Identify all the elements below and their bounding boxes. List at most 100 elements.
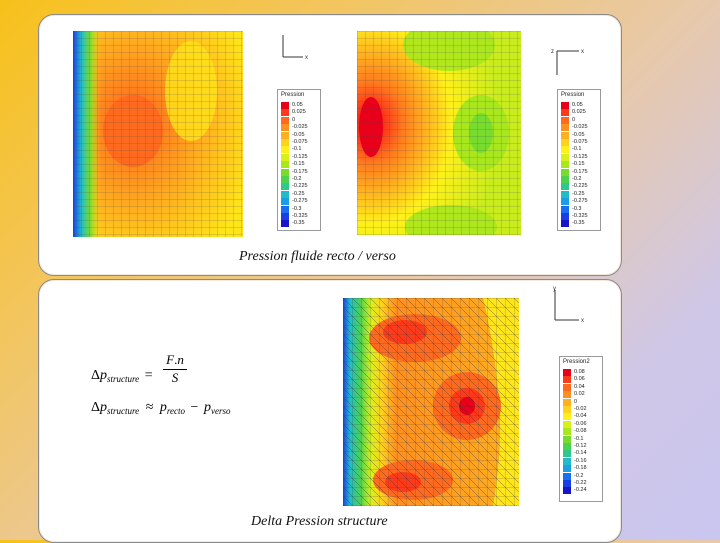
legend-entry: -0.25	[281, 190, 305, 198]
legend-label: -0.35	[572, 220, 585, 227]
legend-entry: -0.175	[561, 168, 588, 176]
legend-entry: -0.275	[281, 198, 308, 206]
legend-swatch	[563, 487, 571, 495]
legend-entry: -0.3	[561, 205, 581, 213]
legend-label: -0.1	[292, 146, 302, 153]
legend-swatch	[561, 190, 569, 198]
legend-entry: -0.15	[561, 161, 585, 169]
legend-swatch	[563, 398, 571, 406]
legend-label: 0.05	[292, 102, 303, 108]
legend-entry: 0	[563, 398, 578, 406]
legend-entry: -0.35	[281, 220, 305, 228]
pressure-plot-recto	[73, 31, 243, 237]
legend-swatch	[561, 220, 569, 228]
axes-icon: x	[282, 35, 308, 61]
legend-entry: 0.05	[561, 102, 583, 109]
legend-entry: -0.06	[563, 420, 587, 428]
legend-label: 0.02	[574, 391, 585, 398]
legend-label: 0.025	[572, 109, 586, 116]
legend-swatch	[561, 168, 569, 176]
legend-swatch	[281, 161, 289, 169]
legend-entry: -0.275	[561, 198, 588, 206]
legend-swatch	[563, 443, 571, 450]
legend-swatch	[281, 176, 289, 183]
legend-entry: -0.04	[563, 413, 587, 421]
legend-swatch	[561, 116, 569, 124]
legend-swatch	[563, 391, 571, 399]
legend-entry: -0.2	[563, 472, 583, 480]
legend-entry: 0.025	[561, 109, 586, 117]
legend-label: -0.15	[292, 161, 305, 168]
legend-label: -0.04	[574, 413, 587, 420]
legend-entry: -0.2	[281, 176, 301, 183]
legend-entry: -0.22	[563, 480, 587, 487]
legend-label: 0.08	[574, 369, 585, 375]
legend-label: -0.175	[292, 168, 308, 175]
axes-icon: x z	[551, 49, 584, 75]
legend-label: -0.025	[572, 124, 588, 131]
legend-swatch	[563, 413, 571, 421]
legend-label: -0.1	[574, 435, 584, 442]
legend-swatch	[281, 213, 289, 220]
bottom-panel: Δpstructure = F.n S Δpstructure ≈ precto…	[38, 279, 622, 543]
legend-label: -0.225	[292, 183, 308, 190]
legend-swatch	[281, 220, 289, 228]
legend-entry: -0.16	[563, 457, 587, 465]
legend-label: -0.14	[574, 450, 587, 457]
legend-label: -0.325	[572, 213, 588, 219]
legend-swatch	[561, 205, 569, 213]
legend-label: 0.025	[292, 109, 306, 116]
legend-label: -0.18	[574, 465, 587, 472]
legend-swatch	[563, 383, 571, 391]
color-legend-recto: Pression 0.05 0.025 0 -0.025 -0.05 -0.075 -0.1…	[277, 89, 321, 231]
legend-swatch	[281, 153, 289, 161]
legend-label: -0.02	[574, 406, 587, 412]
legend-label: -0.3	[292, 205, 302, 212]
legend-swatch	[281, 146, 289, 154]
svg-text:x: x	[581, 318, 584, 324]
legend-label: -0.05	[292, 131, 305, 138]
legend-label: -0.25	[572, 190, 585, 197]
legend-entry: 0.08	[563, 369, 585, 376]
legend-label: -0.08	[574, 428, 587, 435]
legend-entry: 0	[281, 116, 296, 124]
legend-swatch	[561, 198, 569, 206]
legend-swatch	[281, 102, 289, 109]
legend-swatch	[563, 376, 571, 384]
legend-label: 0	[292, 116, 296, 123]
legend-label: 0	[572, 116, 576, 123]
legend-swatch	[563, 472, 571, 480]
legend-swatch	[561, 213, 569, 220]
legend-label: -0.125	[572, 153, 588, 160]
legend-swatch	[561, 124, 569, 132]
legend-label: -0.275	[572, 198, 588, 205]
legend-entry: 0.05	[281, 102, 303, 109]
legend-swatch	[563, 406, 571, 413]
legend-swatch	[281, 168, 289, 176]
legend-label: -0.35	[292, 220, 305, 227]
legend-swatch	[561, 139, 569, 146]
legend-label: -0.325	[292, 213, 308, 219]
top-panel: x Pression 0.05 0.025 0 -0.025 -0.05 -0.075 -0…	[38, 14, 622, 276]
legend-entry: -0.12	[563, 443, 587, 450]
legend-entry: -0.1	[563, 435, 584, 443]
legend-label: 0.06	[574, 376, 585, 383]
legend-title: Pression	[561, 92, 585, 98]
legend-label: -0.275	[292, 198, 308, 205]
legend-entry: 0.02	[563, 391, 585, 399]
legend-label: -0.225	[572, 183, 588, 190]
legend-entry: -0.2	[561, 176, 581, 183]
legend-entry: -0.05	[281, 131, 305, 139]
legend-entry: -0.125	[561, 153, 588, 161]
legend-entry: -0.14	[563, 450, 587, 458]
legend-swatch	[563, 457, 571, 465]
legend-entry: -0.125	[281, 153, 308, 161]
legend-label: -0.075	[292, 139, 308, 145]
legend-label: -0.2	[292, 176, 302, 182]
legend-entry: -0.02	[563, 406, 587, 413]
legend-label: -0.125	[292, 153, 308, 160]
legend-label: 0	[574, 398, 578, 405]
legend-label: -0.15	[572, 161, 585, 168]
legend-entry: -0.225	[281, 183, 308, 191]
legend-swatch	[281, 109, 289, 117]
